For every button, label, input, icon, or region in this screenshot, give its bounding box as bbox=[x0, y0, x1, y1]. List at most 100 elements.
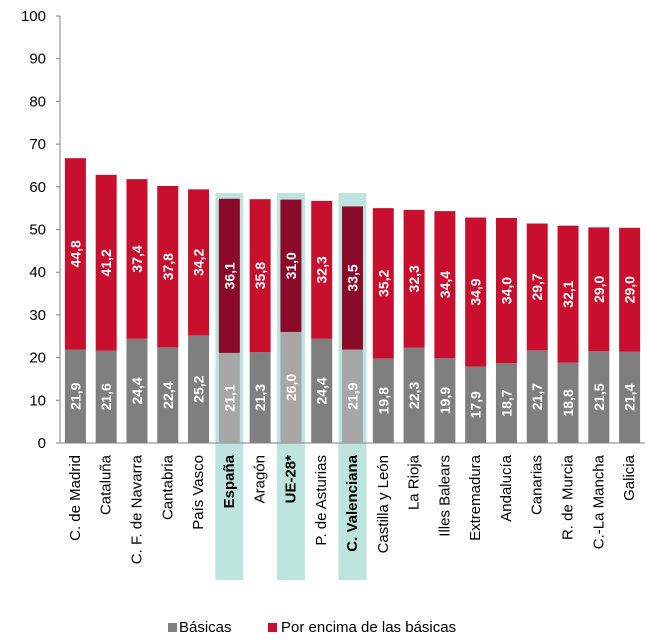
data-label-basicas-pais-vasco: 25,2 bbox=[191, 375, 207, 402]
data-label-basicas-r-de-murcia: 18,8 bbox=[560, 389, 576, 416]
category-label-pais-vasco: País Vasco bbox=[190, 455, 207, 530]
category-label-c-valenciana: C. Valenciana bbox=[344, 454, 361, 551]
data-label-por-encima-de-las-basicas-pais-vasco: 34,2 bbox=[191, 249, 207, 276]
bar-por-encima-de-las-basicas-castilla-y-leon bbox=[372, 208, 394, 359]
bar-basicas-illes-balears bbox=[434, 358, 456, 443]
category-label-galicia: Galicia bbox=[621, 454, 638, 501]
bar-basicas-aragon bbox=[249, 352, 271, 443]
data-label-basicas-la-rioja: 22,3 bbox=[406, 382, 422, 409]
data-label-por-encima-de-las-basicas-illes-balears: 34,4 bbox=[437, 271, 453, 298]
bar-basicas-p-de-asturias bbox=[311, 338, 333, 443]
data-label-basicas-c-valenciana: 21,9 bbox=[345, 382, 361, 409]
bar-basicas-castilla-y-leon bbox=[372, 358, 394, 443]
data-label-por-encima-de-las-basicas-espana: 36,1 bbox=[221, 262, 237, 289]
bar-basicas-c-f-de-navarra bbox=[126, 338, 148, 443]
bar-por-encima-de-las-basicas-p-de-asturias bbox=[311, 200, 333, 339]
bar-por-encima-de-las-basicas-andalucia bbox=[495, 217, 517, 364]
category-label-cantabria: Cantabria bbox=[159, 454, 176, 520]
category-label-castilla-y-leon: Castilla y León bbox=[375, 455, 392, 553]
data-label-basicas-castilla-y-leon: 19,8 bbox=[375, 387, 391, 414]
data-label-basicas-cantabria: 22,4 bbox=[160, 381, 176, 408]
data-label-por-encima-de-las-basicas-castilla-y-leon: 35,2 bbox=[375, 269, 391, 296]
bar-basicas-c-de-madrid bbox=[64, 349, 86, 443]
category-label-c-f-de-navarra: C. F. de Navarra bbox=[128, 454, 145, 564]
category-label-extremadura: Extremadura bbox=[467, 454, 484, 541]
bar-por-encima-de-las-basicas-c-f-de-navarra bbox=[126, 179, 148, 339]
bar-basicas-la-rioja bbox=[403, 347, 425, 443]
bar-por-encima-de-las-basicas-c-de-madrid bbox=[64, 158, 86, 350]
data-label-por-encima-de-las-basicas-cataluna: 41,2 bbox=[98, 249, 114, 276]
data-label-por-encima-de-las-basicas-cantabria: 37,8 bbox=[160, 253, 176, 280]
bar-por-encima-de-las-basicas-espana bbox=[218, 198, 240, 353]
bar-basicas-galicia bbox=[619, 351, 641, 443]
data-label-por-encima-de-las-basicas-extremadura: 34,9 bbox=[468, 278, 484, 305]
category-label-andalucia: Andalucía bbox=[498, 454, 515, 521]
legend: Básicas Por encima de las básicas bbox=[168, 619, 456, 636]
category-labels: C. de Madrid Cataluña C. F. de Navarra Cant… bbox=[67, 454, 638, 564]
bar-basicas-r-de-murcia bbox=[557, 362, 579, 443]
legend-swatch-por-encima bbox=[268, 623, 277, 632]
data-label-por-encima-de-las-basicas-ue-28: 31,0 bbox=[283, 252, 299, 279]
y-tick-label: 10 bbox=[29, 392, 46, 409]
data-label-basicas-cataluna: 21,6 bbox=[98, 383, 114, 410]
data-label-por-encima-de-las-basicas-aragon: 35,8 bbox=[252, 262, 268, 289]
data-label-por-encima-de-las-basicas-c-de-madrid: 44,8 bbox=[67, 240, 83, 267]
y-tick-label: 70 bbox=[29, 136, 46, 153]
bar-por-encima-de-las-basicas-c-la-mancha bbox=[588, 227, 610, 352]
bar-por-encima-de-las-basicas-la-rioja bbox=[403, 209, 425, 348]
data-label-por-encima-de-las-basicas-la-rioja: 32,3 bbox=[406, 265, 422, 292]
data-labels: 21,9 44,8 21,6 41,2 24,4 37,4 22,4 37,8 25,2 34,2… bbox=[67, 240, 637, 418]
data-label-por-encima-de-las-basicas-c-la-mancha: 29,0 bbox=[591, 275, 607, 302]
bars bbox=[64, 158, 641, 443]
bar-por-encima-de-las-basicas-r-de-murcia bbox=[557, 225, 579, 363]
bar-basicas-c-la-mancha bbox=[588, 351, 610, 443]
data-label-basicas-illes-balears: 19,9 bbox=[437, 387, 453, 414]
bar-por-encima-de-las-basicas-canarias bbox=[526, 223, 548, 351]
data-label-basicas-andalucia: 18,7 bbox=[498, 389, 514, 416]
data-label-por-encima-de-las-basicas-canarias: 29,7 bbox=[529, 273, 545, 300]
y-tick-label: 40 bbox=[29, 264, 46, 281]
bar-basicas-cataluna bbox=[95, 350, 117, 443]
data-label-por-encima-de-las-basicas-r-de-murcia: 32,1 bbox=[560, 280, 576, 307]
bar-basicas-c-valenciana bbox=[342, 349, 363, 443]
y-tick-label: 0 bbox=[38, 435, 46, 452]
category-label-ue-28: UE-28* bbox=[282, 455, 299, 504]
category-label-r-de-murcia: R. de Murcia bbox=[560, 454, 577, 540]
data-label-basicas-aragon: 21,3 bbox=[252, 384, 268, 411]
bar-por-encima-de-las-basicas-aragon bbox=[249, 199, 271, 353]
data-label-por-encima-de-las-basicas-galicia: 29,0 bbox=[622, 276, 638, 303]
bar-basicas-ue-28 bbox=[280, 331, 302, 443]
data-label-basicas-c-la-mancha: 21,5 bbox=[591, 383, 607, 410]
y-tick-label: 90 bbox=[29, 51, 46, 68]
category-label-c-la-mancha: C.-La Mancha bbox=[590, 454, 607, 549]
bar-por-encima-de-las-basicas-cantabria bbox=[157, 185, 179, 348]
bar-por-encima-de-las-basicas-pais-vasco bbox=[188, 189, 210, 336]
data-label-por-encima-de-las-basicas-c-valenciana: 33,5 bbox=[345, 264, 361, 291]
category-label-espana: España bbox=[221, 454, 238, 508]
bar-basicas-pais-vasco bbox=[188, 335, 210, 443]
y-tick-label: 100 bbox=[21, 8, 46, 25]
data-label-basicas-extremadura: 17,9 bbox=[468, 391, 484, 418]
y-tick-label: 80 bbox=[29, 93, 46, 110]
bar-basicas-extremadura bbox=[465, 366, 487, 443]
data-label-basicas-c-f-de-navarra: 24,4 bbox=[129, 377, 145, 404]
bar-por-encima-de-las-basicas-galicia bbox=[619, 227, 641, 352]
bar-por-encima-de-las-basicas-cataluna bbox=[95, 174, 117, 351]
data-label-por-encima-de-las-basicas-c-f-de-navarra: 37,4 bbox=[129, 245, 145, 272]
data-label-basicas-canarias: 21,7 bbox=[529, 383, 545, 410]
y-tick-label: 20 bbox=[29, 350, 46, 367]
bar-por-encima-de-las-basicas-illes-balears bbox=[434, 211, 456, 359]
category-label-cataluna: Cataluña bbox=[98, 454, 115, 515]
category-label-canarias: Canarias bbox=[529, 455, 546, 515]
category-label-la-rioja: La Rioja bbox=[406, 454, 423, 510]
y-tick-label: 30 bbox=[29, 307, 46, 324]
data-label-por-encima-de-las-basicas-p-de-asturias: 32,3 bbox=[314, 256, 330, 283]
data-label-basicas-espana: 21,1 bbox=[221, 384, 237, 411]
data-label-basicas-p-de-asturias: 24,4 bbox=[314, 377, 330, 404]
data-label-basicas-c-de-madrid: 21,9 bbox=[67, 382, 83, 409]
bar-basicas-canarias bbox=[526, 350, 548, 443]
data-label-basicas-ue-28: 26,0 bbox=[283, 374, 299, 401]
bar-por-encima-de-las-basicas-ue-28 bbox=[280, 199, 302, 332]
data-label-basicas-galicia: 21,4 bbox=[622, 383, 638, 410]
